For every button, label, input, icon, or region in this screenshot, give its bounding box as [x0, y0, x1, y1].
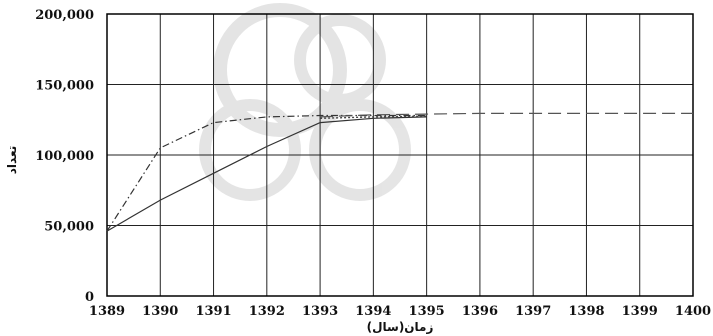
grid-lines	[107, 14, 693, 296]
x-tick-label: 1389	[89, 304, 125, 319]
x-tick-label: 1392	[249, 304, 285, 319]
x-tick-label: 1393	[302, 304, 338, 319]
watermark-emblem	[199, 3, 411, 201]
y-tick-label: 50,000	[44, 220, 94, 235]
y-tick-labels: 0 50,000 100,000 150,000 200,000	[35, 8, 94, 305]
x-tick-label: 1400	[675, 304, 711, 319]
series-line-dotted	[320, 115, 427, 119]
series-lines	[106, 112, 693, 232]
x-tick-label: 1398	[568, 304, 604, 319]
x-tick-label: 1395	[409, 304, 445, 319]
series-line-solid	[106, 116, 427, 232]
plot-frame	[106, 13, 694, 297]
x-tick-label: 1394	[355, 304, 391, 319]
series-line-dashed	[320, 112, 693, 118]
x-tick-label: 1396	[462, 304, 498, 319]
y-tick-label: 100,000	[35, 149, 94, 164]
y-tick-label: 150,000	[35, 79, 94, 94]
x-tick-label: 1390	[142, 304, 178, 319]
y-tick-label: 0	[85, 290, 94, 305]
y-tick-label: 200,000	[35, 8, 94, 23]
y-axis-label: تعداد	[5, 146, 19, 174]
x-tick-labels: 1389 1390 1391 1392 1393 1394 1395 1396 1397 1398…	[89, 304, 711, 319]
x-tick-label: 1391	[195, 304, 231, 319]
x-tick-label: 1399	[622, 304, 658, 319]
x-tick-label: 1397	[515, 304, 551, 319]
x-axis-label: زمان(سال)	[367, 320, 434, 334]
